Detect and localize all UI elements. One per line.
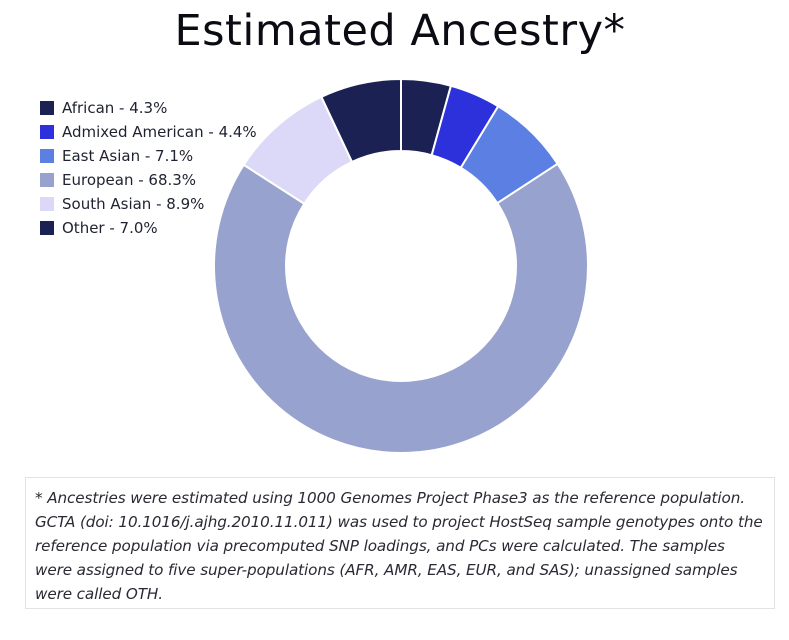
legend-label: East Asian - 7.1%	[62, 147, 194, 165]
legend-label: South Asian - 8.9%	[62, 195, 205, 213]
chart-legend: African - 4.3% Admixed American - 4.4% Eas…	[40, 96, 257, 240]
chart-title: Estimated Ancestry*	[174, 6, 626, 56]
legend-swatch	[40, 101, 54, 115]
legend-swatch	[40, 173, 54, 187]
legend-item: East Asian - 7.1%	[40, 144, 257, 168]
legend-label: Admixed American - 4.4%	[62, 123, 257, 141]
legend-item: Admixed American - 4.4%	[40, 120, 257, 144]
legend-item: European - 68.3%	[40, 168, 257, 192]
legend-swatch	[40, 221, 54, 235]
legend-swatch	[40, 149, 54, 163]
legend-item: South Asian - 8.9%	[40, 192, 257, 216]
legend-item: Other - 7.0%	[40, 216, 257, 240]
legend-label: Other - 7.0%	[62, 219, 158, 237]
legend-label: European - 68.3%	[62, 171, 197, 189]
legend-swatch	[40, 197, 54, 211]
donut-slice-other	[320, 77, 402, 164]
legend-item: African - 4.3%	[40, 96, 257, 120]
donut-slice-european	[213, 162, 589, 454]
donut-chart	[213, 77, 589, 454]
footnote: * Ancestries were estimated using 1000 G…	[25, 477, 775, 609]
legend-swatch	[40, 125, 54, 139]
legend-label: African - 4.3%	[62, 99, 168, 117]
